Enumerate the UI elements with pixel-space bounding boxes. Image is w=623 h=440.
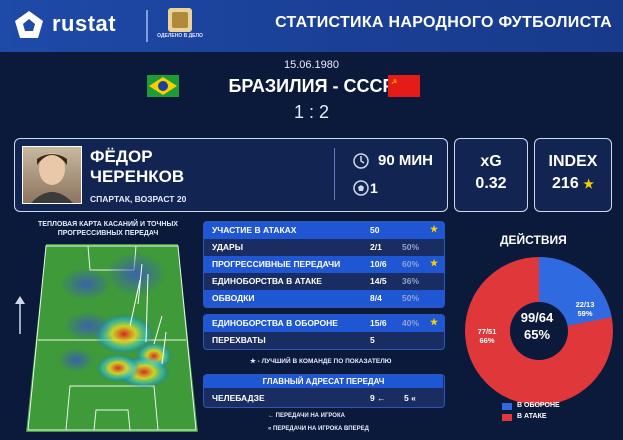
- forward-passes-count: 5 «: [404, 393, 416, 403]
- table-row: ЕДИНОБОРСТВА В ОБОРОНЕ 15/6 40% ★: [204, 315, 444, 332]
- stat-label: ОБВОДКИ: [212, 293, 255, 303]
- stat-label: ПЕРЕХВАТЫ: [212, 335, 266, 345]
- header-divider: [146, 10, 148, 42]
- legend-defense-swatch: [502, 403, 512, 410]
- attack-stats-table: УЧАСТИЕ В АТАКАХ 50 ★ УДАРЫ 2/1 50% ПРОГ…: [203, 221, 445, 308]
- forward-pass-legend: « ПЕРЕДАЧИ НА ИГРОКА ВПЕРЕД: [268, 426, 369, 432]
- index-card: INDEX 216 ★: [534, 138, 612, 212]
- stat-value: 14/5: [370, 276, 387, 286]
- passes-count: 9 ←: [370, 393, 386, 403]
- stat-value: 2/1: [370, 242, 382, 252]
- partner-text: ОДЕЛЕНО В ДЕЛО: [157, 33, 203, 39]
- card-divider: [334, 148, 335, 200]
- brazil-flag-icon: [147, 75, 179, 97]
- rustat-logo-icon: [15, 11, 43, 38]
- table-row: ПЕРЕХВАТЫ 5: [204, 332, 444, 349]
- stat-value: 15/6: [370, 318, 387, 328]
- ussr-flag-icon: ☭: [388, 75, 420, 97]
- stat-label: ЕДИНОБОРСТВА В ОБОРОНЕ: [212, 318, 338, 328]
- player-last-name: ЧЕРЕНКОВ: [90, 167, 185, 186]
- attack-value: 77/51: [477, 327, 497, 336]
- page-title: СТАТИСТИКА НАРОДНОГО ФУТБОЛИСТА: [275, 14, 612, 31]
- table-row: УДАРЫ 2/1 50%: [204, 239, 444, 256]
- attack-direction-arrow-icon: [15, 296, 25, 334]
- pass-target-name: ЧЕЛЕБАДЗЕ: [212, 393, 265, 403]
- attack-percent: 66%: [479, 336, 495, 345]
- donut-defense-segment: [465, 257, 613, 405]
- stat-value: 5: [370, 335, 375, 345]
- index-value: 216: [552, 175, 579, 192]
- defense-value: 22/13: [575, 300, 595, 309]
- stat-value: 10/6: [370, 259, 387, 269]
- defense-percent: 59%: [577, 309, 593, 318]
- stat-value: 8/4: [370, 293, 382, 303]
- stat-percent: 40%: [402, 318, 420, 328]
- heatmap-pitch: [26, 244, 198, 432]
- table-row: ПРОГРЕССИВНЫЕ ПЕРЕДАЧИ 10/6 60% ★: [204, 256, 444, 273]
- heatmap-title: ТЕПЛОВАЯ КАРТА КАСАНИЙ И ТОЧНЫХ ПРОГРЕСС…: [38, 221, 178, 237]
- player-first-name: ФЁДОР: [90, 147, 153, 166]
- donut-hole: [510, 302, 568, 360]
- legend-attack-swatch: [502, 414, 512, 421]
- match-teams: БРАЗИЛИЯ - СССР: [228, 76, 395, 96]
- player-team-age: СПАРТАК, ВОЗРАСТ 20: [90, 194, 187, 204]
- star-icon: ★: [430, 258, 439, 268]
- attack-segment-label: 77/51 66%: [472, 327, 502, 345]
- legend-defense-label: В ОБОРОНЕ: [517, 402, 560, 409]
- table-row: ОБВОДКИ 8/4 50%: [204, 290, 444, 307]
- partner-logo-icon: [168, 8, 192, 32]
- pass-legend: ← ПЕРЕДАЧИ НА ИГРОКА: [268, 413, 345, 419]
- actions-total-percent: 65%: [523, 327, 551, 342]
- player-card: [14, 138, 448, 212]
- minutes-played: 90 МИН: [378, 152, 433, 169]
- xg-value: 0.32: [475, 175, 507, 192]
- index-value-row: 216 ★: [535, 175, 611, 193]
- stat-percent: 50%: [402, 293, 420, 303]
- best-in-team-note: ★ - ЛУЧШИЙ В КОМАНДЕ ПО ПОКАЗАТЕЛЮ: [250, 358, 392, 365]
- stat-label: УДАРЫ: [212, 242, 244, 252]
- stat-value: 50: [370, 225, 380, 235]
- legend-attack-label: В АТАКЕ: [517, 413, 547, 420]
- stat-percent: 50%: [402, 242, 420, 252]
- player-photo: [22, 146, 82, 204]
- stat-label: ПРОГРЕССИВНЫЕ ПЕРЕДАЧИ: [212, 259, 341, 269]
- stat-label: УЧАСТИЕ В АТАКАХ: [212, 225, 297, 235]
- star-icon: ★: [430, 224, 439, 234]
- defense-stats-table: ЕДИНОБОРСТВА В ОБОРОНЕ 15/6 40% ★ ПЕРЕХВ…: [203, 314, 445, 350]
- svg-text:☭: ☭: [391, 78, 397, 86]
- stat-label: ЕДИНОБОРСТВА В АТАКЕ: [212, 276, 322, 286]
- actions-total: 99/64: [520, 310, 554, 325]
- star-icon: ★: [583, 177, 594, 191]
- clock-icon: [353, 153, 369, 169]
- pass-target-title: ГЛАВНЫЙ АДРЕСАТ ПЕРЕДАЧ: [204, 375, 443, 388]
- actions-donut-chart: [465, 257, 613, 405]
- actions-title: ДЕЙСТВИЯ: [500, 233, 567, 247]
- match-date: 15.06.1980: [283, 59, 340, 71]
- match-score: 1 : 2: [293, 102, 330, 122]
- header-bar: [0, 0, 623, 52]
- table-row: ЕДИНОБОРСТВА В АТАКЕ 14/5 36%: [204, 273, 444, 290]
- xg-label: xG: [480, 153, 502, 170]
- brand-name: rustat: [52, 11, 117, 36]
- stat-percent: 60%: [402, 259, 420, 269]
- football-icon: [353, 180, 369, 196]
- goals-count: 1: [370, 180, 378, 196]
- player-name: ФЁДОР ЧЕРЕНКОВ: [90, 147, 290, 187]
- table-row: УЧАСТИЕ В АТАКАХ 50 ★: [204, 222, 444, 239]
- star-icon: ★: [430, 317, 439, 327]
- defense-segment-label: 22/13 59%: [567, 300, 603, 318]
- index-label: INDEX: [548, 153, 598, 170]
- stat-percent: 36%: [402, 276, 420, 286]
- xg-card: xG 0.32: [454, 138, 528, 212]
